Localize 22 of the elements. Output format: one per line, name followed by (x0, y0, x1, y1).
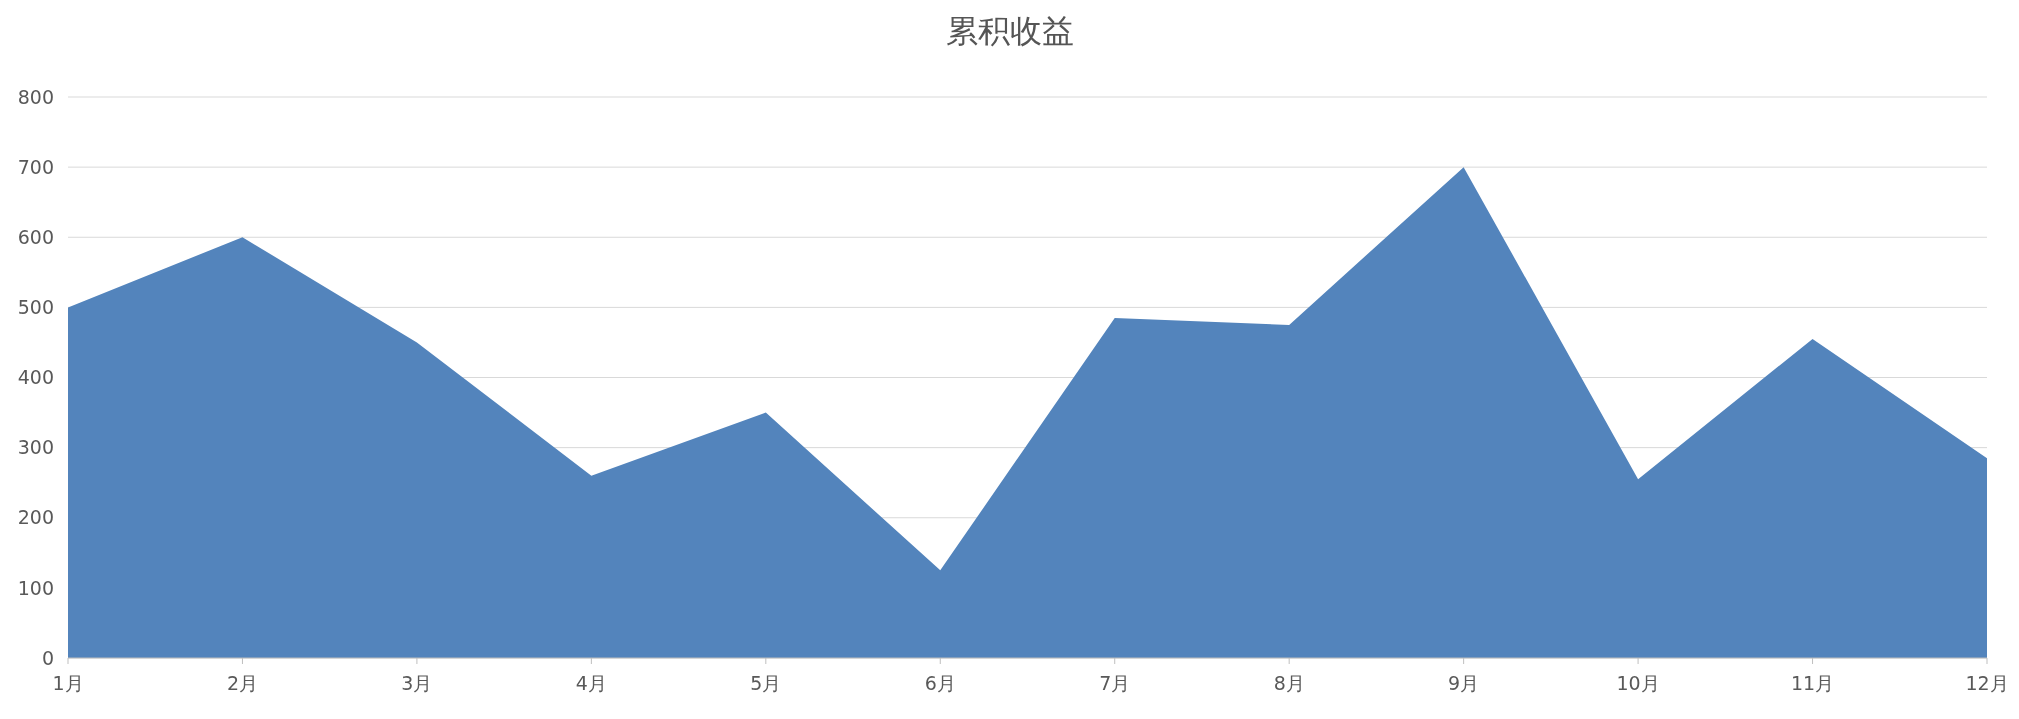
y-tick-label: 300 (17, 436, 54, 459)
y-tick-label: 200 (17, 506, 54, 529)
x-tick-label: 8月 (1273, 672, 1305, 694)
chart-title: 累积收益 (945, 12, 1074, 50)
y-tick-label: 600 (17, 225, 54, 248)
y-tick-label: 700 (17, 155, 54, 178)
x-tick-label: 12月 (1965, 672, 2009, 694)
x-tick-label: 10月 (1616, 672, 1660, 694)
x-tick-label: 6月 (924, 672, 956, 694)
x-tick-label: 9月 (1448, 672, 1480, 694)
x-tick-label: 2月 (226, 672, 258, 694)
x-tick-label: 4月 (575, 672, 607, 694)
y-tick-label: 0 (41, 646, 54, 669)
x-tick-label: 3月 (401, 672, 433, 694)
y-tick-label: 800 (17, 85, 54, 108)
x-tick-label: 7月 (1099, 672, 1131, 694)
y-tick-label: 100 (17, 576, 54, 599)
x-tick-label: 5月 (750, 672, 782, 694)
x-tick-label: 1月 (52, 672, 84, 694)
y-tick-label: 400 (17, 366, 54, 389)
x-tick-label: 11月 (1790, 672, 1835, 694)
y-tick-label: 500 (17, 296, 54, 319)
